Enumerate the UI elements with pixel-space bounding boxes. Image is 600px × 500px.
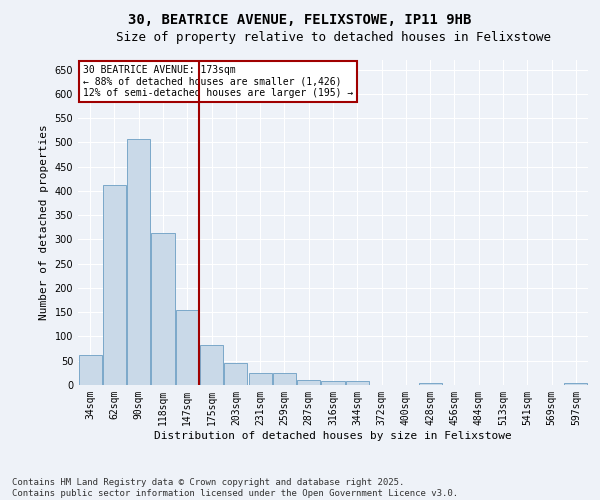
Text: 30, BEATRICE AVENUE, FELIXSTOWE, IP11 9HB: 30, BEATRICE AVENUE, FELIXSTOWE, IP11 9H… bbox=[128, 12, 472, 26]
Bar bbox=[346, 381, 369, 385]
Bar bbox=[419, 382, 442, 385]
Bar bbox=[151, 233, 175, 385]
Text: 30 BEATRICE AVENUE: 173sqm
← 88% of detached houses are smaller (1,426)
12% of s: 30 BEATRICE AVENUE: 173sqm ← 88% of deta… bbox=[83, 65, 353, 98]
Bar bbox=[200, 344, 223, 385]
Bar bbox=[176, 310, 199, 385]
Title: Size of property relative to detached houses in Felixstowe: Size of property relative to detached ho… bbox=[115, 30, 551, 44]
Bar bbox=[103, 185, 126, 385]
Bar bbox=[127, 139, 150, 385]
Text: Contains HM Land Registry data © Crown copyright and database right 2025.
Contai: Contains HM Land Registry data © Crown c… bbox=[12, 478, 458, 498]
Bar bbox=[79, 355, 101, 385]
Bar bbox=[297, 380, 320, 385]
Bar bbox=[565, 382, 587, 385]
Y-axis label: Number of detached properties: Number of detached properties bbox=[39, 124, 49, 320]
Bar bbox=[248, 373, 272, 385]
Bar bbox=[322, 381, 344, 385]
Bar bbox=[224, 362, 247, 385]
Bar bbox=[273, 373, 296, 385]
X-axis label: Distribution of detached houses by size in Felixstowe: Distribution of detached houses by size … bbox=[154, 430, 512, 440]
